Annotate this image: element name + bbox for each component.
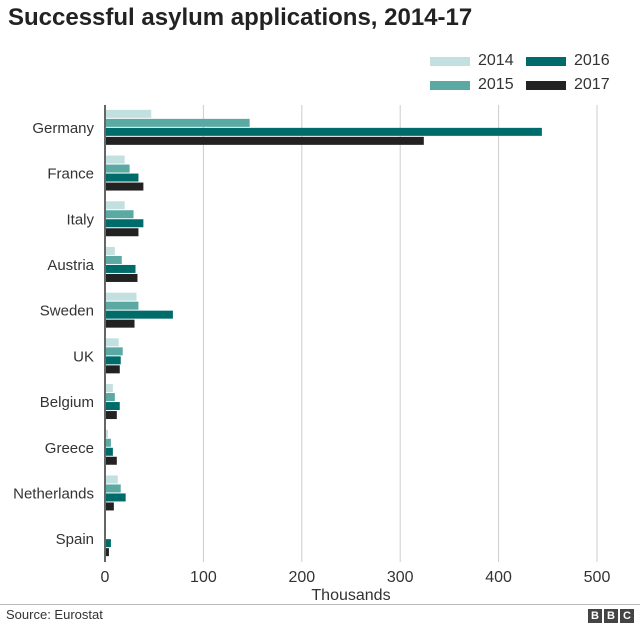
bar-germany-2017 xyxy=(105,136,424,145)
category-label: Netherlands xyxy=(13,485,94,502)
source-note: Source: Eurostat xyxy=(6,607,103,622)
bar-sweden-2017 xyxy=(105,319,135,328)
bar-france-2016 xyxy=(105,173,139,182)
category-label: Sweden xyxy=(40,303,94,320)
bar-france-2017 xyxy=(105,182,144,191)
x-tick-label: 200 xyxy=(288,569,315,586)
bar-greece-2015 xyxy=(105,438,111,447)
bar-sweden-2014 xyxy=(105,292,137,301)
category-label: Spain xyxy=(56,531,94,548)
legend-item-2014: 2014 xyxy=(430,52,514,70)
footer-divider xyxy=(0,604,640,605)
chart-title: Successful asylum applications, 2014-17 xyxy=(8,4,473,31)
category-label: Austria xyxy=(47,257,94,274)
x-tick-label: 500 xyxy=(584,569,611,586)
bar-uk-2014 xyxy=(105,338,119,347)
legend-label: 2016 xyxy=(574,52,610,69)
bar-netherlands-2016 xyxy=(105,493,126,502)
bar-france-2015 xyxy=(105,164,130,173)
bar-greece-2017 xyxy=(105,456,117,465)
bar-uk-2017 xyxy=(105,365,120,374)
legend-swatch xyxy=(430,80,470,90)
bar-sweden-2015 xyxy=(105,301,139,310)
category-label: Germany xyxy=(32,120,94,137)
bar-spain-2016 xyxy=(105,539,111,548)
legend-swatch xyxy=(430,56,470,66)
bar-austria-2014 xyxy=(105,246,115,255)
bar-netherlands-2014 xyxy=(105,475,118,484)
bar-uk-2016 xyxy=(105,356,121,365)
bar-italy-2017 xyxy=(105,228,139,237)
x-tick-label: 100 xyxy=(190,569,217,586)
bar-uk-2015 xyxy=(105,347,123,356)
legend-label: 2014 xyxy=(478,52,514,69)
bar-italy-2016 xyxy=(105,219,144,228)
category-label: Greece xyxy=(45,440,94,457)
bar-germany-2015 xyxy=(105,118,250,127)
bar-germany-2014 xyxy=(105,109,152,118)
category-label: France xyxy=(47,166,94,183)
bar-france-2014 xyxy=(105,155,125,164)
category-label: Italy xyxy=(66,211,94,228)
x-tick-label: 300 xyxy=(387,569,414,586)
bar-netherlands-2017 xyxy=(105,502,114,511)
bar-greece-2016 xyxy=(105,447,113,456)
bar-belgium-2014 xyxy=(105,384,113,393)
bar-belgium-2016 xyxy=(105,402,120,411)
legend-item-2017: 2017 xyxy=(526,76,610,94)
legend-swatch xyxy=(526,80,566,90)
bar-austria-2016 xyxy=(105,264,136,273)
bar-greece-2014 xyxy=(105,429,108,438)
category-label: UK xyxy=(73,348,94,365)
x-axis-label: Thousands xyxy=(311,587,390,604)
bar-netherlands-2015 xyxy=(105,484,121,493)
bar-belgium-2015 xyxy=(105,393,115,402)
legend-label: 2015 xyxy=(478,76,514,93)
legend-label: 2017 xyxy=(574,76,610,93)
bar-italy-2015 xyxy=(105,210,134,219)
x-tick-label: 400 xyxy=(485,569,512,586)
bar-italy-2014 xyxy=(105,201,125,210)
legend-swatch xyxy=(526,56,566,66)
category-label: Belgium xyxy=(40,394,94,411)
bar-austria-2017 xyxy=(105,273,138,282)
bar-spain-2017 xyxy=(105,548,109,557)
bar-austria-2015 xyxy=(105,255,122,264)
bar-germany-2016 xyxy=(105,127,542,136)
legend-item-2016: 2016 xyxy=(526,52,610,70)
bar-belgium-2017 xyxy=(105,411,117,420)
x-tick-label: 0 xyxy=(101,569,110,586)
legend-item-2015: 2015 xyxy=(430,76,514,94)
bar-sweden-2016 xyxy=(105,310,173,319)
